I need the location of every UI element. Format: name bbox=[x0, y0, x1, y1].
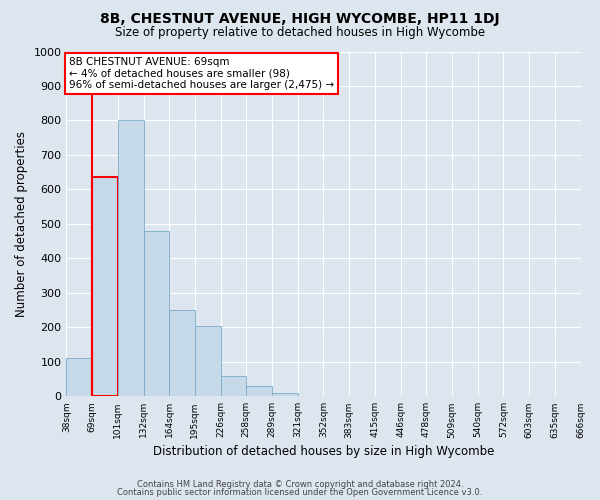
Bar bbox=[247, 386, 272, 396]
Bar bbox=[143, 231, 169, 396]
Text: Contains HM Land Registry data © Crown copyright and database right 2024.: Contains HM Land Registry data © Crown c… bbox=[137, 480, 463, 489]
Text: 8B CHESTNUT AVENUE: 69sqm
← 4% of detached houses are smaller (98)
96% of semi-d: 8B CHESTNUT AVENUE: 69sqm ← 4% of detach… bbox=[69, 56, 334, 90]
Text: 8B, CHESTNUT AVENUE, HIGH WYCOMBE, HP11 1DJ: 8B, CHESTNUT AVENUE, HIGH WYCOMBE, HP11 … bbox=[100, 12, 500, 26]
Bar bbox=[92, 178, 118, 396]
Text: Contains public sector information licensed under the Open Government Licence v3: Contains public sector information licen… bbox=[118, 488, 482, 497]
X-axis label: Distribution of detached houses by size in High Wycombe: Distribution of detached houses by size … bbox=[153, 444, 494, 458]
Text: Size of property relative to detached houses in High Wycombe: Size of property relative to detached ho… bbox=[115, 26, 485, 39]
Bar bbox=[169, 310, 195, 396]
Bar bbox=[195, 326, 221, 396]
Bar bbox=[221, 376, 247, 396]
Bar bbox=[272, 393, 298, 396]
Y-axis label: Number of detached properties: Number of detached properties bbox=[15, 131, 28, 317]
Bar bbox=[67, 358, 92, 397]
Bar bbox=[118, 120, 143, 396]
